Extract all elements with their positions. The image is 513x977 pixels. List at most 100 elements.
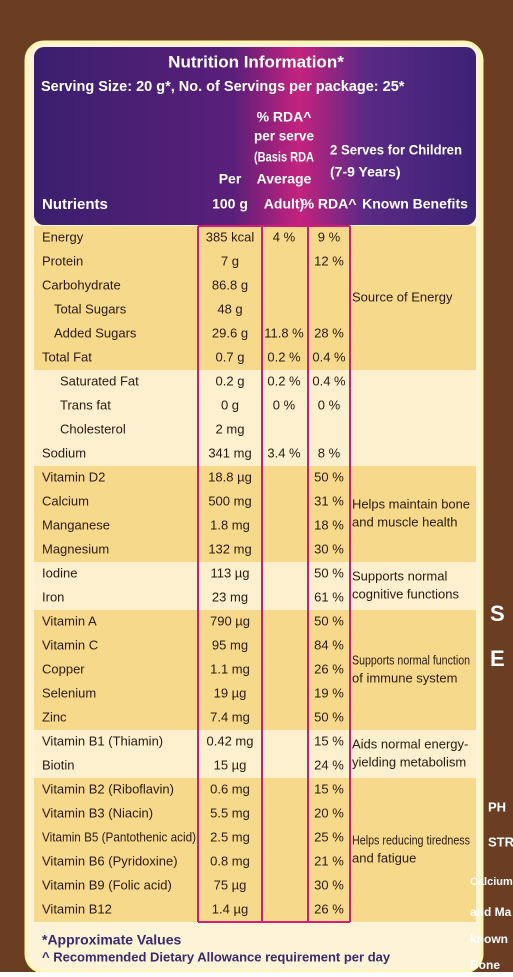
per-100g: 0 g [221,397,239,412]
side-text: Bone [470,958,500,972]
col-header: per serve [254,128,314,144]
nutrient-name: Vitamin B6 (Pyridoxine) [42,853,178,868]
per-100g: 0.2 g [216,373,245,388]
nutrient-name: Vitamin B9 (Folic acid) [42,877,172,892]
rda-child: 50 % [314,565,344,580]
rda-child: 24 % [314,757,344,772]
row-band [34,466,476,562]
nutrient-name: Energy [42,229,84,244]
benefit: Aids normal energy- [352,736,468,751]
rda-child: 61 % [314,589,344,604]
per-100g: 0.42 mg [207,733,254,748]
nutrient-name: Vitamin B5 (Pantothenic acid) [42,829,196,844]
rda-child: 15 % [314,781,344,796]
col-header: (7-9 Years) [330,164,401,180]
per-100g: 2.5 mg [210,829,250,844]
rda-child: 26 % [314,661,344,676]
nutrient-name: Vitamin B1 (Thiamin) [42,733,163,748]
per-100g: 500 mg [208,493,251,508]
rda-child: 15 % [314,733,344,748]
per-100g: 7.4 mg [210,709,250,724]
nutrient-name: Iron [42,589,64,604]
col-header: Known Benefits [362,196,468,212]
per-100g: 23 mg [212,589,248,604]
per-100g: 113 µg [210,565,249,580]
nutrient-name: Copper [42,661,85,676]
nutrient-name: Zinc [42,709,67,724]
rda-child: 20 % [314,805,344,820]
per-100g: 0.6 mg [210,781,250,796]
rda-adult: 0.2 % [267,373,301,388]
rda-child: 25 % [314,829,344,844]
col-header: Nutrients [42,196,108,213]
rda-child: 50 % [314,469,344,484]
serving-size: Serving Size: 20 g*, No. of Servings per… [41,79,405,95]
side-text: PH [488,799,506,814]
nutrient-name: Iodine [42,565,77,580]
rda-child: 26 % [314,901,344,916]
row-band [34,778,476,922]
per-100g: 0.7 g [216,349,245,364]
per-100g: 2 mg [216,421,245,436]
nutrient-name: Added Sugars [54,325,137,340]
rda-adult: 4 % [273,229,296,244]
rda-child: 8 % [318,445,341,460]
nutrient-name: Vitamin B2 (Riboflavin) [42,781,174,796]
rda-child: 12 % [314,253,344,268]
rda-child: 30 % [314,877,344,892]
rda-child: 9 % [318,229,341,244]
per-100g: 15 µg [214,757,247,772]
per-100g: 95 mg [212,637,248,652]
rda-child: 0 % [318,397,341,412]
per-100g: 790 µg [210,613,250,628]
nutrient-name: Protein [42,253,83,268]
per-100g: 5.5 mg [210,805,250,820]
per-100g: 1.8 mg [210,517,250,532]
benefit: and fatigue [352,850,416,865]
col-header: 100 g [212,196,248,212]
side-text: Calcium [470,876,513,888]
title: Nutrition Information* [168,52,344,71]
per-100g: 385 kcal [206,229,255,244]
rda-child: 50 % [314,613,344,628]
rda-child: 0.4 % [312,373,346,388]
per-100g: 1.1 mg [210,661,250,676]
rda-adult: 11.8 % [264,325,304,340]
rda-child: 50 % [314,709,344,724]
col-header: Adult) [264,196,304,212]
rda-adult: 0 % [273,397,296,412]
nutrient-name: Carbohydrate [42,277,121,292]
rda-child: 21 % [314,853,344,868]
rda-child: 31 % [314,493,344,508]
col-header: Per [219,171,242,187]
per-100g: 48 g [217,301,242,316]
per-100g: 29.6 g [212,325,248,340]
benefit: Source of Energy [352,289,453,304]
benefit: Supports normal function [352,652,470,667]
nutrient-name: Vitamin D2 [42,469,105,484]
benefit: of immune system [352,670,457,685]
rda-child: 28 % [314,325,344,340]
side-text: known [470,932,508,946]
row-band [34,226,476,370]
rda-child: 84 % [314,637,344,652]
per-100g: 18.8 µg [208,469,252,484]
benefit: cognitive functions [352,586,459,601]
per-100g: 75 µg [214,877,247,892]
row-band [34,370,476,466]
side-text: E [490,646,505,671]
benefit: Helps maintain bone [352,496,470,511]
footnote: ^ Recommended Dietary Allowance requirem… [42,949,391,964]
side-text: STR [488,834,513,849]
benefit: Helps reducing tiredness [352,832,470,847]
header-band [34,47,476,225]
per-100g: 7 g [221,253,239,268]
per-100g: 1.4 µg [212,901,248,916]
nutrient-name: Trans fat [60,397,111,412]
col-header: Average [257,171,312,187]
rda-child: 0.4 % [312,349,346,364]
nutrient-name: Calcium [42,493,89,508]
nutrient-name: Saturated Fat [60,373,139,388]
rda-child: 19 % [314,685,344,700]
